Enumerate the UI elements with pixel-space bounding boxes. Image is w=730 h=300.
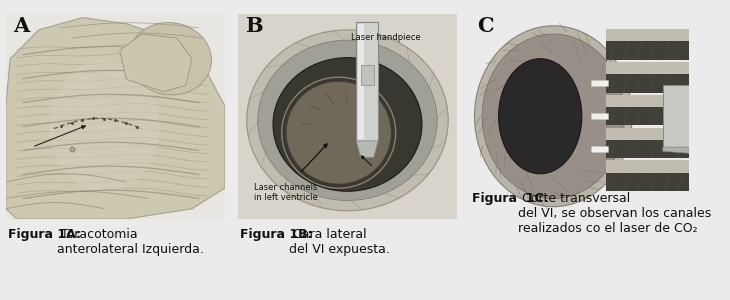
Polygon shape [238, 14, 457, 219]
Text: C: C [477, 16, 494, 37]
Text: Corte transversal
del VI, se observan los canales
realizados co el laser de CO₂: Corte transversal del VI, se observan lo… [518, 192, 711, 235]
Polygon shape [120, 34, 192, 92]
Bar [361, 65, 374, 85]
Polygon shape [6, 14, 225, 219]
Text: Figura 1A:: Figura 1A: [8, 228, 81, 241]
Bar [358, 24, 364, 139]
Ellipse shape [474, 26, 632, 207]
Bar [606, 29, 689, 41]
Bar [606, 107, 689, 125]
Text: Figura  1C.: Figura 1C. [472, 192, 549, 205]
Bar [606, 74, 689, 93]
Text: B: B [245, 16, 263, 37]
Bar [606, 160, 689, 173]
Bar [356, 22, 378, 141]
Ellipse shape [50, 60, 159, 193]
Text: Laser channels
in left ventricle: Laser channels in left ventricle [254, 183, 318, 203]
Ellipse shape [499, 59, 582, 174]
Bar [606, 41, 689, 60]
Bar [591, 146, 608, 152]
Ellipse shape [483, 34, 625, 199]
Text: Toracotomia
anterolateral Izquierda.: Toracotomia anterolateral Izquierda. [57, 228, 204, 256]
Ellipse shape [247, 30, 448, 211]
Polygon shape [6, 18, 225, 219]
Polygon shape [663, 147, 689, 153]
Text: Cara lateral
del VI expuesta.: Cara lateral del VI expuesta. [289, 228, 390, 256]
Bar [591, 113, 608, 119]
Ellipse shape [286, 81, 391, 184]
Bar [606, 95, 689, 107]
Text: A: A [13, 16, 29, 37]
Bar [591, 80, 608, 86]
Text: Figura 1B:: Figura 1B: [240, 228, 312, 241]
Text: Laser handpiece: Laser handpiece [351, 33, 420, 42]
Polygon shape [470, 14, 689, 219]
Polygon shape [356, 141, 378, 157]
Bar [606, 173, 689, 191]
Ellipse shape [128, 22, 212, 95]
Ellipse shape [273, 58, 422, 191]
Bar [606, 62, 689, 74]
Bar [606, 128, 689, 140]
Bar [663, 85, 689, 147]
Ellipse shape [258, 40, 437, 200]
Bar [606, 140, 689, 158]
